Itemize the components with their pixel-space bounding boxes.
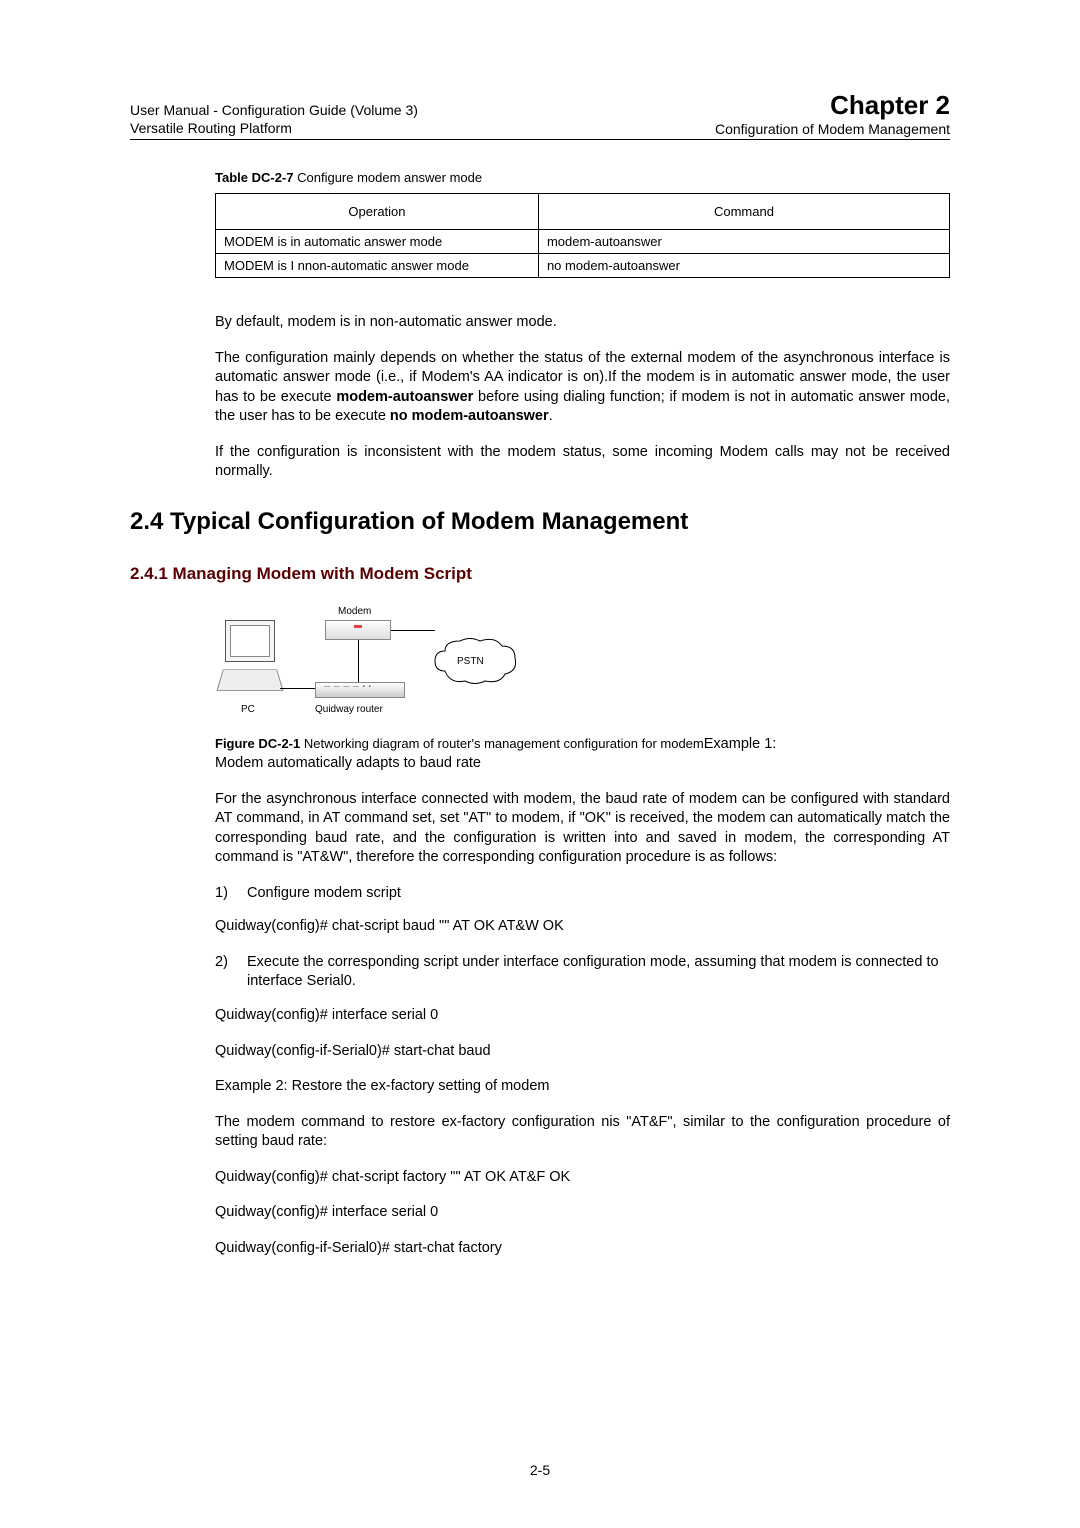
list-number: 1) <box>215 884 247 904</box>
router-label: Quidway router <box>315 704 383 715</box>
list-item: 1) Configure modem script <box>215 884 950 904</box>
paragraph: The modem command to restore ex-factory … <box>215 1113 950 1152</box>
list-content: Execute the corresponding script under i… <box>247 953 950 992</box>
connection-line <box>280 688 315 689</box>
command-text: Quidway(config)# chat-script baud "" AT … <box>215 917 950 937</box>
header-left: User Manual - Configuration Guide (Volum… <box>130 101 418 137</box>
chapter-number: Chapter 2 <box>715 90 950 121</box>
table-header-row: Operation Command <box>216 194 950 230</box>
cell-command: modem-autoanswer <box>538 230 949 254</box>
bold-text: no modem-autoanswer <box>390 408 549 424</box>
table-caption-text: Configure modem answer mode <box>297 170 482 185</box>
col-command: Command <box>538 194 949 230</box>
paragraph: The configuration mainly depends on whet… <box>215 349 950 427</box>
pstn-label: PSTN <box>457 656 484 667</box>
table-row: MODEM is I nnon-automatic answer mode no… <box>216 254 950 278</box>
connection-line <box>391 630 435 631</box>
table-row: MODEM is in automatic answer mode modem-… <box>216 230 950 254</box>
table-caption-prefix: Table DC-2-7 <box>215 170 297 185</box>
list-number: 2) <box>215 953 247 992</box>
pc-label: PC <box>241 704 255 715</box>
paragraph: For the asynchronous interface connected… <box>215 790 950 868</box>
list-content: Configure modem script <box>247 884 950 904</box>
network-figure: Modem PSTN PC Quidway router <box>215 606 535 724</box>
section-heading: 2.4 Typical Configuration of Modem Manag… <box>130 508 950 536</box>
cell-operation: MODEM is in automatic answer mode <box>216 230 539 254</box>
header-right: Chapter 2 Configuration of Modem Managem… <box>715 90 950 137</box>
example-label: Example 1: <box>704 736 777 752</box>
pc-keyboard-icon <box>216 669 283 690</box>
pc-monitor-icon <box>225 620 275 662</box>
example-heading: Example 2: Restore the ex-factory settin… <box>215 1077 950 1097</box>
figure-caption-prefix: Figure DC-2-1 <box>215 736 304 751</box>
figure-caption-text: Networking diagram of router's managemen… <box>304 736 704 751</box>
text-run: . <box>549 408 553 424</box>
col-operation: Operation <box>216 194 539 230</box>
paragraph: If the configuration is inconsistent wit… <box>215 443 950 482</box>
figure-caption: Figure DC-2-1 Networking diagram of rout… <box>215 736 950 752</box>
connection-line <box>358 640 359 682</box>
modem-icon <box>325 620 391 640</box>
bold-text: modem-autoanswer <box>336 389 473 405</box>
command-text: Quidway(config)# interface serial 0 <box>215 1006 950 1026</box>
command-table: Operation Command MODEM is in automatic … <box>215 193 950 278</box>
modem-label: Modem <box>338 606 371 617</box>
paragraph: By default, modem is in non-automatic an… <box>215 313 950 333</box>
table-caption: Table DC-2-7 Configure modem answer mode <box>215 170 950 185</box>
cell-command: no modem-autoanswer <box>538 254 949 278</box>
page-number: 2-5 <box>0 1462 1080 1478</box>
page-header: User Manual - Configuration Guide (Volum… <box>130 90 950 140</box>
chapter-subtitle: Configuration of Modem Management <box>715 121 950 137</box>
list-item: 2) Execute the corresponding script unde… <box>215 953 950 992</box>
command-text: Quidway(config-if-Serial0)# start-chat f… <box>215 1239 950 1259</box>
subsection-heading: 2.4.1 Managing Modem with Modem Script <box>130 564 950 584</box>
router-icon <box>315 682 405 698</box>
example-text: Modem automatically adapts to baud rate <box>215 754 950 774</box>
command-text: Quidway(config)# interface serial 0 <box>215 1203 950 1223</box>
command-text: Quidway(config)# chat-script factory "" … <box>215 1168 950 1188</box>
command-text: Quidway(config-if-Serial0)# start-chat b… <box>215 1042 950 1062</box>
manual-title: User Manual - Configuration Guide (Volum… <box>130 101 418 119</box>
platform-name: Versatile Routing Platform <box>130 119 418 137</box>
cell-operation: MODEM is I nnon-automatic answer mode <box>216 254 539 278</box>
